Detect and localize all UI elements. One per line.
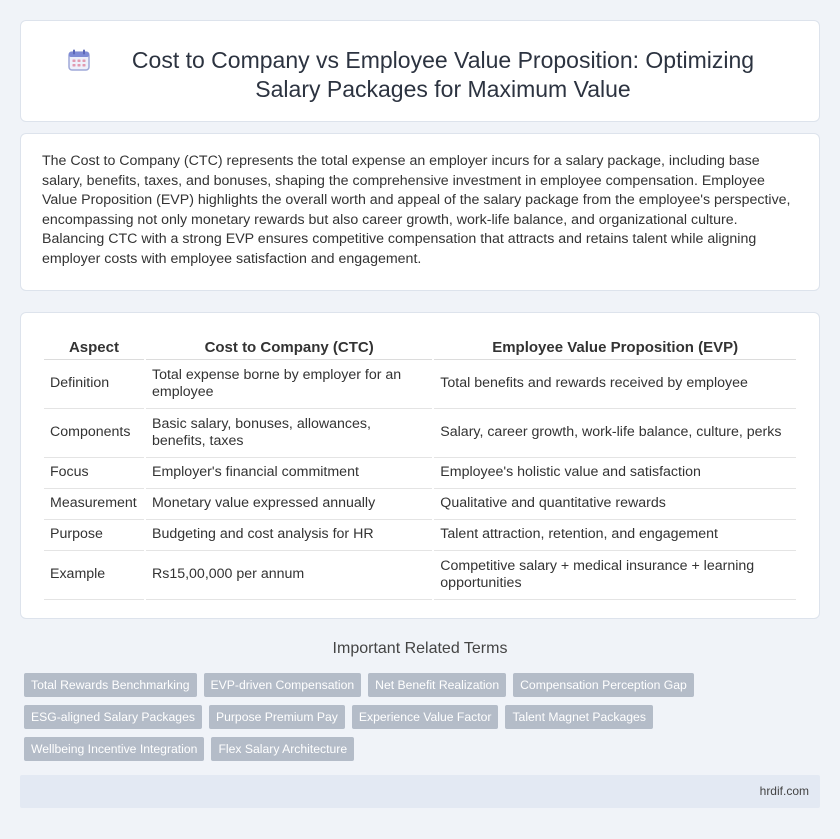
term-tag[interactable]: Experience Value Factor bbox=[351, 705, 499, 729]
intro-card: The Cost to Company (CTC) represents the… bbox=[20, 133, 820, 291]
term-tag[interactable]: ESG-aligned Salary Packages bbox=[24, 705, 202, 729]
term-row: ESG-aligned Salary Packages Purpose Prem… bbox=[24, 705, 814, 729]
term-tag[interactable]: EVP-driven Compensation bbox=[203, 673, 362, 697]
term-tag[interactable]: Total Rewards Benchmarking bbox=[24, 673, 197, 697]
row-aspect: Purpose bbox=[44, 520, 144, 551]
table-row: Components Basic salary, bonuses, allowa… bbox=[44, 409, 796, 458]
footer: hrdif.com bbox=[20, 775, 820, 808]
row-aspect: Measurement bbox=[44, 489, 144, 520]
table-row: Purpose Budgeting and cost analysis for … bbox=[44, 520, 796, 551]
related-terms-heading: Important Related Terms bbox=[332, 640, 508, 657]
header-aspect: Aspect bbox=[44, 332, 144, 360]
row-ctc: Basic salary, bonuses, allowances, benef… bbox=[145, 409, 433, 458]
row-evp: Qualitative and quantitative rewards bbox=[434, 489, 796, 520]
term-row: Total Rewards Benchmarking EVP-driven Co… bbox=[24, 673, 814, 697]
term-tag[interactable]: Compensation Perception Gap bbox=[513, 673, 694, 697]
row-aspect: Definition bbox=[44, 360, 144, 409]
row-evp: Talent attraction, retention, and engage… bbox=[434, 520, 796, 551]
row-aspect: Example bbox=[44, 551, 144, 600]
comparison-card: Aspect Cost to Company (CTC) Employee Va… bbox=[20, 312, 820, 619]
table-row: Definition Total expense borne by employ… bbox=[44, 360, 796, 409]
term-tag[interactable]: Purpose Premium Pay bbox=[208, 705, 345, 729]
term-tag[interactable]: Flex Salary Architecture bbox=[211, 737, 355, 761]
table-row: Measurement Monetary value expressed ann… bbox=[44, 489, 796, 520]
row-evp: Employee's holistic value and satisfacti… bbox=[434, 458, 796, 489]
term-tag[interactable]: Wellbeing Incentive Integration bbox=[24, 737, 205, 761]
footer-site-link[interactable]: hrdif.com bbox=[759, 784, 809, 798]
table-row: Focus Employer's financial commitment Em… bbox=[44, 458, 796, 489]
comparison-table: Aspect Cost to Company (CTC) Employee Va… bbox=[42, 332, 798, 600]
intro-paragraph: The Cost to Company (CTC) represents the… bbox=[42, 153, 791, 267]
row-aspect: Components bbox=[44, 409, 144, 458]
term-row: Wellbeing Incentive Integration Flex Sal… bbox=[24, 737, 814, 761]
row-ctc: Budgeting and cost analysis for HR bbox=[145, 520, 433, 551]
title-card: Cost to Company vs Employee Value Propos… bbox=[20, 20, 820, 122]
row-evp: Total benefits and rewards received by e… bbox=[434, 360, 796, 409]
term-tag[interactable]: Talent Magnet Packages bbox=[505, 705, 653, 729]
row-evp: Competitive salary + medical insurance +… bbox=[434, 551, 796, 600]
row-ctc: Monetary value expressed annually bbox=[145, 489, 433, 520]
term-tag[interactable]: Net Benefit Realization bbox=[368, 673, 507, 697]
calendar-icon bbox=[68, 49, 90, 71]
table-row: Example Rs15,00,000 per annum Competitiv… bbox=[44, 551, 796, 600]
row-ctc: Employer's financial commitment bbox=[145, 458, 433, 489]
title-wrap: Cost to Company vs Employee Value Propos… bbox=[21, 21, 819, 104]
related-terms: Total Rewards Benchmarking EVP-driven Co… bbox=[24, 673, 814, 769]
page-title: Cost to Company vs Employee Value Propos… bbox=[131, 47, 755, 102]
table-header-row: Aspect Cost to Company (CTC) Employee Va… bbox=[44, 332, 796, 360]
row-ctc: Total expense borne by employer for an e… bbox=[145, 360, 433, 409]
row-aspect: Focus bbox=[44, 458, 144, 489]
row-ctc: Rs15,00,000 per annum bbox=[145, 551, 433, 600]
header-evp: Employee Value Proposition (EVP) bbox=[434, 332, 796, 360]
header-ctc: Cost to Company (CTC) bbox=[145, 332, 433, 360]
row-evp: Salary, career growth, work-life balance… bbox=[434, 409, 796, 458]
